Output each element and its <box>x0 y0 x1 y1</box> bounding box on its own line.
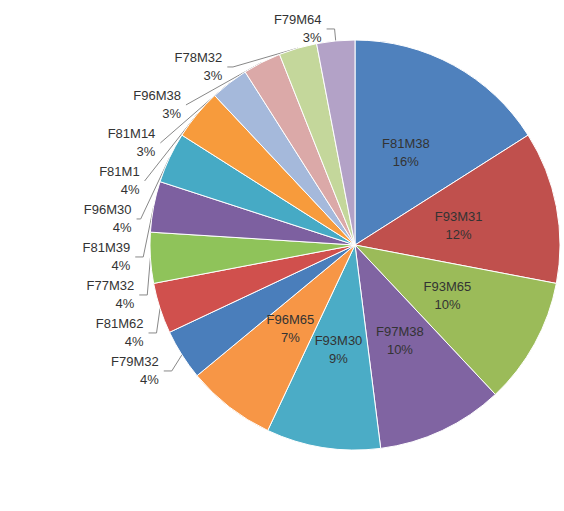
svg-text:10%: 10% <box>434 297 460 312</box>
svg-text:F96M65: F96M65 <box>266 312 314 327</box>
svg-text:F81M38: F81M38 <box>382 136 430 151</box>
svg-text:F78M32: F78M32 <box>175 50 223 65</box>
svg-text:F93M65: F93M65 <box>424 279 472 294</box>
svg-text:3%: 3% <box>204 68 223 83</box>
svg-text:F81M62: F81M62 <box>96 316 144 331</box>
svg-text:F97M38: F97M38 <box>376 324 424 339</box>
svg-text:7%: 7% <box>281 330 300 345</box>
svg-text:4%: 4% <box>113 220 132 235</box>
svg-text:F96M38: F96M38 <box>133 88 181 103</box>
svg-text:4%: 4% <box>140 372 159 387</box>
svg-text:10%: 10% <box>387 342 413 357</box>
svg-text:4%: 4% <box>111 258 130 273</box>
svg-text:F79M64: F79M64 <box>274 12 322 27</box>
svg-text:F81M14: F81M14 <box>108 126 156 141</box>
svg-text:F93M31: F93M31 <box>435 209 483 224</box>
svg-text:4%: 4% <box>115 296 134 311</box>
svg-text:12%: 12% <box>446 227 472 242</box>
svg-text:F77M32: F77M32 <box>87 278 135 293</box>
svg-text:F79M32: F79M32 <box>111 354 159 369</box>
svg-text:F96M30: F96M30 <box>84 202 132 217</box>
svg-text:3%: 3% <box>162 106 181 121</box>
svg-text:16%: 16% <box>393 154 419 169</box>
svg-text:F81M39: F81M39 <box>83 240 131 255</box>
svg-text:4%: 4% <box>121 182 140 197</box>
svg-text:3%: 3% <box>303 30 322 45</box>
svg-text:4%: 4% <box>125 334 144 349</box>
svg-text:F93M30: F93M30 <box>315 333 363 348</box>
svg-text:3%: 3% <box>137 144 156 159</box>
svg-text:F81M1: F81M1 <box>99 164 139 179</box>
svg-text:9%: 9% <box>329 351 348 366</box>
